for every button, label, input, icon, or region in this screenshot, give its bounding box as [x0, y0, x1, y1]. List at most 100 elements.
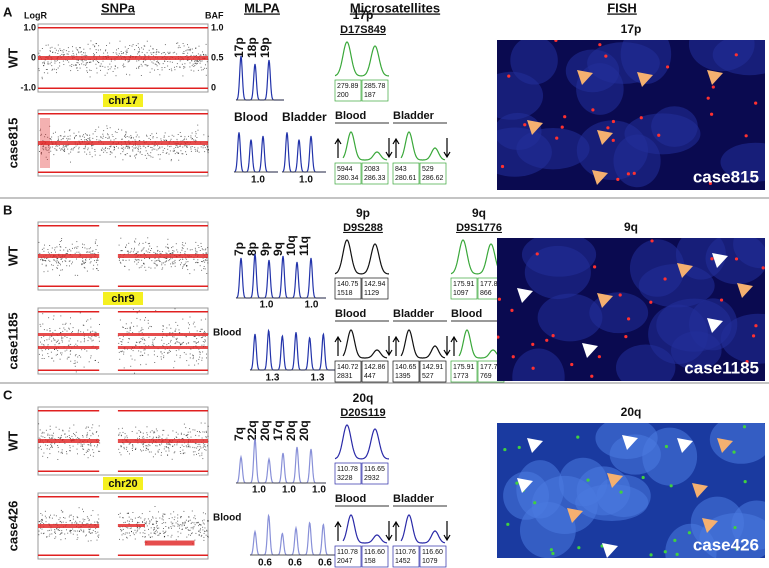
snp-dot: [76, 67, 78, 69]
snp-dot: [139, 151, 141, 153]
snp-dot: [78, 251, 80, 253]
snp-dot: [189, 324, 190, 326]
peak-box: [392, 162, 420, 185]
nucleus: [699, 512, 765, 558]
snp-dot: [150, 537, 151, 538]
snp-dot: [90, 61, 92, 63]
snp-dot: [156, 132, 157, 134]
snp-dot: [173, 452, 175, 454]
snp-dot: [125, 131, 127, 133]
peak-box: [361, 360, 389, 383]
snp-dot: [162, 530, 164, 532]
snp-dot: [176, 151, 178, 153]
snp-dot: [41, 152, 42, 153]
snp-dot: [127, 520, 129, 522]
snp-dot: [168, 448, 170, 450]
micro-trace: [342, 329, 388, 359]
snp-dot: [120, 446, 122, 448]
snp-dot: [92, 510, 94, 512]
header-fish: FISH: [607, 0, 637, 15]
peak-box: [334, 79, 362, 102]
snp-dot: [73, 433, 74, 435]
snp-dot: [180, 516, 182, 518]
snp-dot: [204, 443, 206, 445]
snp-dot: [73, 147, 75, 149]
snp-dot: [183, 433, 185, 435]
baf-band: [38, 346, 100, 349]
snp-dot: [143, 343, 145, 345]
snp-dot: [71, 65, 73, 67]
snp-dot: [93, 264, 95, 266]
snp-dot: [165, 522, 167, 524]
snp-dot: [178, 45, 180, 47]
snp-dot: [201, 344, 203, 346]
snp-dot: [70, 350, 72, 352]
snp-dot: [205, 449, 207, 451]
snp-dot: [102, 137, 104, 139]
snp-dot: [98, 126, 100, 128]
snp-dot: [183, 45, 185, 47]
snp-dot: [70, 70, 72, 72]
arrow: [334, 520, 342, 541]
snp-dot: [195, 47, 197, 49]
snp-dot: [138, 46, 139, 48]
baf-band: [38, 141, 208, 145]
baf-band: [38, 56, 208, 60]
peak-value: 447: [364, 373, 376, 380]
snp-dot: [126, 136, 128, 137]
snp-dot: [186, 145, 188, 147]
snp-dot: [109, 127, 111, 129]
snp-dot: [136, 530, 138, 532]
peak-value: 843: [395, 166, 407, 173]
nucleus: [497, 127, 552, 177]
snp-dot: [43, 344, 45, 346]
snp-dot: [199, 448, 200, 450]
snp-dot: [94, 521, 96, 523]
snp-dot: [182, 146, 184, 148]
snp-dot: [48, 437, 50, 439]
snp-dot: [61, 269, 63, 271]
arrow: [392, 335, 400, 356]
snp-dot: [163, 532, 165, 534]
snp-dot: [206, 530, 208, 532]
snp-dot: [132, 350, 134, 352]
snp-dot: [162, 151, 164, 153]
snp-dot: [62, 54, 64, 56]
snp-dot: [193, 55, 195, 57]
snp-dot: [144, 55, 146, 56]
snp-dot: [43, 61, 45, 63]
snp-dot: [156, 61, 158, 63]
micro-trace: [342, 514, 388, 544]
micro-trace: [342, 131, 388, 161]
peak-box: [361, 545, 389, 568]
snp-dot: [112, 71, 114, 72]
peak-box: [361, 462, 389, 485]
snp-dot: [96, 268, 97, 269]
snp-dot: [75, 64, 77, 66]
signal: [626, 172, 630, 176]
snp-dot: [114, 68, 116, 70]
snp-dot: [101, 147, 103, 149]
snp-dot: [123, 149, 125, 151]
sample-label: Bladder: [282, 110, 327, 124]
snp-dot: [142, 443, 144, 444]
snp-dot: [182, 153, 184, 155]
snp-dot: [62, 430, 64, 432]
snp-dot: [138, 516, 140, 518]
snp-dot: [61, 341, 63, 343]
peak-value: 177.78: [480, 364, 502, 371]
snp-dot: [61, 257, 63, 259]
snp-dot: [161, 264, 163, 266]
snp-dot: [142, 522, 144, 523]
snp-dot: [61, 522, 62, 524]
snp-dot: [156, 525, 158, 526]
snp-dot: [55, 341, 57, 343]
snp-dot: [176, 337, 178, 339]
snp-dot: [199, 250, 201, 251]
snp-dot: [60, 332, 62, 334]
snp-dot: [200, 422, 202, 424]
snp-dot: [156, 521, 158, 522]
arrow: [385, 336, 393, 357]
snp-dot: [69, 445, 71, 447]
snp-dot: [49, 63, 51, 65]
